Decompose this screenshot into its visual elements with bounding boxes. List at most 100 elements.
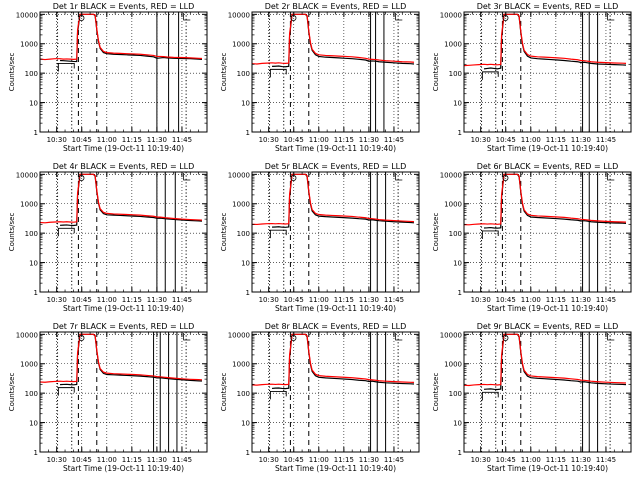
y-tick-label: 10: [29, 100, 38, 108]
top-right-bracket-marker: [183, 173, 191, 181]
y-tick-label: 1000: [232, 41, 250, 49]
panel-title: Det 6r BLACK = Events, RED = LLD: [477, 162, 619, 171]
top-right-bracket-marker: [183, 333, 191, 341]
x-tick-label: 11:00: [97, 136, 117, 144]
y-tick-label: 1000: [232, 361, 250, 369]
y-tick-label: 100: [449, 230, 462, 238]
top-right-bracket-marker: [395, 13, 403, 21]
x-tick-label: 10:45: [72, 296, 92, 304]
x-tick-label: 10:30: [47, 136, 67, 144]
series-lld-line: [252, 333, 415, 386]
series-events-line: [60, 173, 203, 227]
y-tick-label: 1: [34, 129, 38, 137]
x-tick-label: 10:45: [496, 136, 516, 144]
events-bracket-marker: [481, 230, 499, 239]
panel-8: 1 10 100 1000 10000 10:30 10:45 11:00 11:15 11:30…: [220, 322, 420, 473]
x-tick-label: 11:15: [334, 136, 354, 144]
panel-1: 1 10 100 1000 10000 10:30 10:45 11:00 11:15 11:30…: [8, 2, 208, 153]
y-tick-label: 1: [246, 129, 250, 137]
y-axis-label: Counts/sec: [8, 53, 16, 92]
y-tick-label: 1: [458, 289, 462, 297]
x-tick-label: 11:15: [546, 296, 566, 304]
series-events-line: [272, 173, 415, 228]
y-tick-label: 10000: [16, 331, 38, 339]
series-lld-line: [40, 13, 203, 61]
x-axis-label: Start Time (19-Oct-11 10:19:40): [487, 464, 608, 473]
x-axis-label: Start Time (19-Oct-11 10:19:40): [63, 144, 184, 153]
x-tick-label: 11:00: [97, 296, 117, 304]
y-tick-label: 10: [453, 420, 462, 428]
series-lld-line: [40, 173, 203, 224]
y-tick-label: 100: [449, 70, 462, 78]
panel-title: Det 2r BLACK = Events, RED = LLD: [265, 2, 407, 11]
x-tick-label: 11:00: [309, 456, 329, 464]
y-tick-label: 10000: [228, 171, 250, 179]
x-tick-label: 11:30: [359, 456, 379, 464]
panel-title: Det 3r BLACK = Events, RED = LLD: [477, 2, 619, 11]
top-right-bracket-marker: [607, 13, 615, 21]
x-tick-label: 11:15: [546, 136, 566, 144]
y-tick-label: 10000: [440, 171, 462, 179]
x-tick-label: 10:30: [471, 136, 491, 144]
panel-5: 1 10 100 1000 10000 10:30 10:45 11:00 11:15 11:30…: [220, 162, 420, 313]
y-tick-label: 10: [29, 260, 38, 268]
x-tick-label: 11:30: [147, 456, 167, 464]
x-tick-label: 11:00: [309, 136, 329, 144]
x-axis-label: Start Time (19-Oct-11 10:19:40): [63, 464, 184, 473]
y-tick-label: 100: [25, 70, 38, 78]
series-lld-line: [252, 173, 415, 226]
series-lld-line: [252, 13, 415, 65]
panel-9: 1 10 100 1000 10000 10:30 10:45 11:00 11:15 11:30…: [432, 322, 632, 473]
y-axis-label: Counts/sec: [432, 53, 440, 92]
x-tick-label: 10:45: [496, 456, 516, 464]
y-tick-label: 10000: [16, 171, 38, 179]
top-right-bracket-marker: [607, 333, 615, 341]
y-axis-label: Counts/sec: [220, 53, 228, 92]
y-tick-label: 100: [237, 230, 250, 238]
y-tick-label: 1: [34, 449, 38, 457]
x-tick-label: 11:15: [334, 456, 354, 464]
x-tick-label: 10:30: [471, 296, 491, 304]
y-tick-label: 1000: [20, 201, 38, 209]
panel-title: Det 1r BLACK = Events, RED = LLD: [53, 2, 195, 11]
y-tick-label: 100: [449, 390, 462, 398]
x-tick-label: 10:30: [259, 296, 279, 304]
x-tick-label: 10:45: [284, 296, 304, 304]
y-axis-label: Counts/sec: [220, 373, 228, 412]
events-bracket-marker: [57, 227, 75, 237]
series-events-line: [271, 333, 415, 390]
events-bracket-marker: [481, 391, 499, 401]
panel-title: Det 8r BLACK = Events, RED = LLD: [265, 322, 407, 331]
y-tick-label: 10000: [228, 331, 250, 339]
x-tick-label: 11:00: [521, 296, 541, 304]
y-tick-label: 10000: [440, 11, 462, 19]
x-tick-label: 11:30: [359, 136, 379, 144]
y-tick-label: 10000: [440, 331, 462, 339]
x-tick-label: 11:30: [571, 456, 591, 464]
x-tick-label: 10:30: [471, 456, 491, 464]
panel-4: 1 10 100 1000 10000 10:30 10:45 11:00 11:15 11:30…: [8, 162, 208, 313]
x-tick-label: 11:30: [147, 296, 167, 304]
x-tick-label: 10:30: [47, 456, 67, 464]
y-axis-label: Counts/sec: [432, 373, 440, 412]
y-tick-label: 1000: [444, 201, 462, 209]
top-right-bracket-marker: [183, 13, 191, 21]
series-events-line: [59, 13, 203, 63]
panel-title: Det 5r BLACK = Events, RED = LLD: [265, 162, 407, 171]
x-axis-label: Start Time (19-Oct-11 10:19:40): [63, 304, 184, 313]
y-tick-label: 10: [453, 100, 462, 108]
x-tick-label: 11:15: [122, 456, 142, 464]
x-tick-label: 11:00: [521, 136, 541, 144]
x-tick-label: 10:30: [259, 136, 279, 144]
x-tick-label: 11:45: [596, 456, 616, 464]
x-tick-label: 10:45: [72, 456, 92, 464]
series-lld-line: [464, 333, 627, 387]
top-right-bracket-marker: [607, 173, 615, 181]
x-tick-label: 10:30: [259, 456, 279, 464]
top-right-bracket-marker: [395, 333, 403, 341]
x-axis-label: Start Time (19-Oct-11 10:19:40): [275, 144, 396, 153]
x-tick-label: 11:30: [147, 136, 167, 144]
x-axis-label: Start Time (19-Oct-11 10:19:40): [275, 304, 396, 313]
panel-title: Det 4r BLACK = Events, RED = LLD: [53, 162, 195, 171]
